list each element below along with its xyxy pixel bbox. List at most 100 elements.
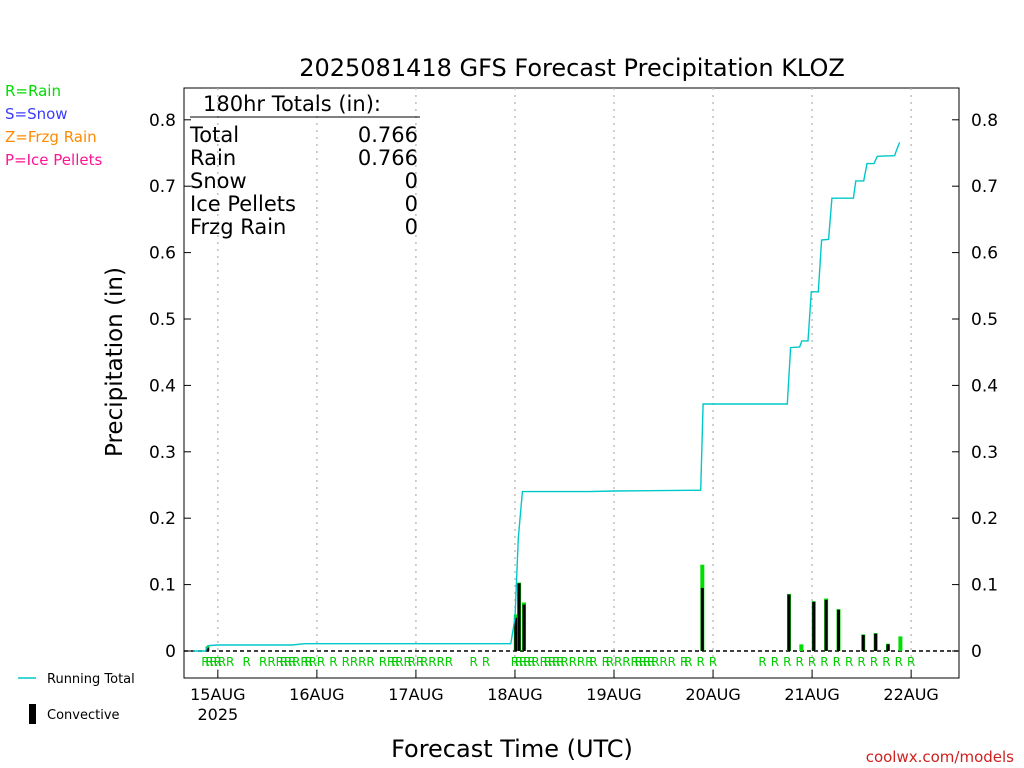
totals-row-label: Ice Pellets [190, 192, 296, 216]
precip-bar [898, 636, 903, 651]
precip-type-marker: R [519, 655, 527, 669]
y-tick-label-right: 0.3 [971, 443, 998, 463]
running-total-line [193, 142, 901, 652]
precip-type-marker: R [783, 655, 791, 669]
x-tick-label: 15AUG [190, 685, 245, 704]
convective-bar [522, 604, 526, 651]
totals-row-value: 0.766 [358, 146, 418, 170]
credit-text: coolwx.com/models [866, 748, 1014, 766]
precip-type-marker: R [304, 655, 312, 669]
convective-bar [886, 644, 890, 651]
precip-type-marker: R [218, 655, 226, 669]
precip-type-marker: R [445, 655, 453, 669]
precip-type-marker: R [527, 655, 535, 669]
precip-type-marker: R [635, 655, 643, 669]
y-tick-label: 0.6 [149, 244, 176, 264]
y-tick-label: 0.3 [149, 443, 176, 463]
precip-type-marker: R [845, 655, 853, 669]
x-tick-label: 20AUG [685, 685, 740, 704]
convective-bar [861, 635, 865, 651]
x-tick-label: 19AUG [586, 685, 641, 704]
x-axis-label: Forecast Time (UTC) [391, 735, 633, 763]
y-tick-label: 0.4 [149, 376, 176, 396]
y-tick-label-right: 0.8 [971, 111, 998, 131]
precip-type-marker: R [907, 655, 915, 669]
series-legend: Running Total Convective [18, 672, 135, 724]
plot-area-frame [183, 87, 960, 679]
precip-bar [799, 644, 804, 651]
precip-type-marker: R [643, 655, 651, 669]
precip-type-marker: R [329, 655, 337, 669]
type-legend-item: P=Ice Pellets [5, 151, 102, 169]
precip-type-marker: R [585, 655, 593, 669]
legend-bar-swatch [29, 704, 36, 724]
totals-row-value: 0 [405, 215, 418, 239]
precip-type-marker: R [515, 655, 523, 669]
totals-row-value: 0 [405, 192, 418, 216]
precip-type-marker: R [205, 655, 213, 669]
type-legend-item: S=Snow [5, 105, 68, 123]
precip-type-marker: R [758, 655, 766, 669]
precip-type-marker: R [408, 655, 416, 669]
convective-bar [874, 633, 878, 651]
precip-type-marker: R [882, 655, 890, 669]
convective-bar [824, 599, 828, 651]
precip-type-marker: R [226, 655, 234, 669]
precip-type-marker: R [569, 655, 577, 669]
precip-type-marker: R [796, 655, 804, 669]
precip-type-marker: R [556, 655, 564, 669]
precip-type-marker: R [437, 655, 445, 669]
precip-type-marker: R [577, 655, 585, 669]
precip-type-marker: R [684, 655, 692, 669]
totals-box: 180hr Totals (in): Total 0.766 Rain 0.766 Sno… [189, 92, 420, 239]
convective-bar [787, 594, 791, 651]
precip-type-marker: R [267, 655, 275, 669]
precip-type-marker: R [630, 655, 638, 669]
x-tick-label: 17AUG [388, 685, 443, 704]
y-tick-label: 0 [165, 642, 176, 662]
convective-bar [700, 587, 704, 651]
precip-type-marker: R [391, 655, 399, 669]
precip-type-marker: R [395, 655, 403, 669]
y-tick-label-right: 0.6 [971, 244, 998, 264]
precip-type-marker: R [602, 655, 610, 669]
precip-type-marker: R [833, 655, 841, 669]
precip-type-marker: R [820, 655, 828, 669]
precip-type-marker: R [470, 655, 478, 669]
precip-type-marker: R [214, 655, 222, 669]
precip-type-marker: R [243, 655, 251, 669]
y-axis-right: 0 0.1 0.2 0.3 0.4 0.5 0.6 0.7 0.8 [952, 111, 998, 662]
convective-bar [514, 617, 518, 651]
y-axis-left: 0 0.1 0.2 0.3 0.4 0.5 0.6 0.7 0.8 [149, 111, 191, 662]
precip-type-marker: R [808, 655, 816, 669]
x-tick-label: 21AUG [784, 685, 839, 704]
precip-type-marker: R [358, 655, 366, 669]
precip-type-marker: R [870, 655, 878, 669]
y-tick-label: 0.2 [149, 509, 176, 529]
convective-bar [206, 647, 210, 651]
totals-row-label: Rain [190, 146, 236, 170]
precip-type-marker: R [544, 655, 552, 669]
type-legend-item: R=Rain [5, 82, 61, 100]
precip-type-marker: R [403, 655, 411, 669]
precip-type-marker: R [280, 655, 288, 669]
precip-type-marker: R [668, 655, 676, 669]
precip-type-marker: R [342, 655, 350, 669]
precip-type-marker: R [589, 655, 597, 669]
precip-type-marker: R [300, 655, 308, 669]
precip-type-marker: R [292, 655, 300, 669]
totals-row-value: 0 [405, 169, 418, 193]
series-legend-label: Convective [47, 708, 120, 723]
x-axis: 15AUG 16AUG 17AUG 18AUG 19AUG 20AUG 21AUG 22AUG… [190, 670, 939, 724]
x-year-label: 2025 [197, 705, 238, 724]
precip-type-marker: R [531, 655, 539, 669]
totals-heading: 180hr Totals (in): [203, 92, 381, 116]
series-legend-label: Running Total [47, 672, 135, 687]
precip-type-marker: R [201, 655, 209, 669]
precip-type-marker: R [259, 655, 267, 669]
precip-type-marker: R [659, 655, 667, 669]
x-tick-label: 22AUG [883, 685, 938, 704]
precip-type-marker: R [379, 655, 387, 669]
